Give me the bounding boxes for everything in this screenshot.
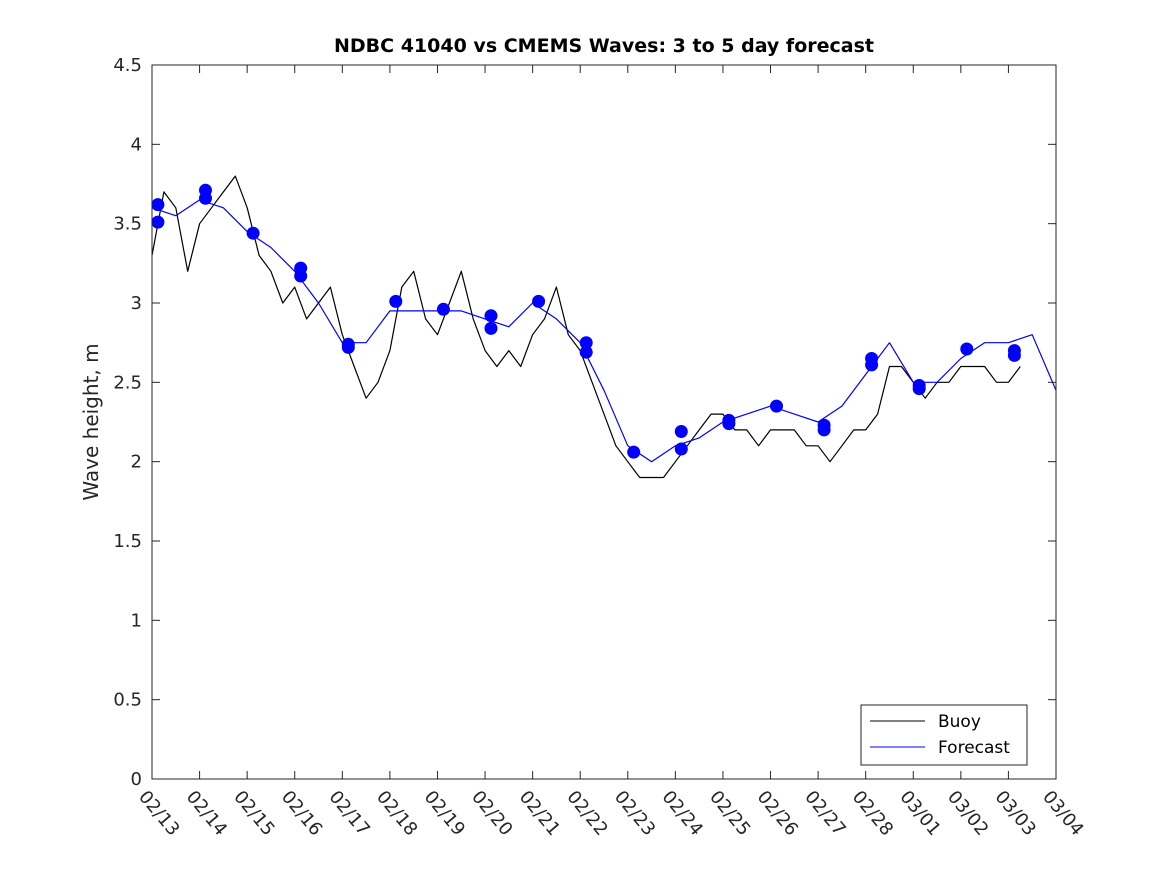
forecast-marker: [865, 358, 879, 372]
forecast-marker: [722, 417, 736, 431]
forecast-marker: [484, 321, 498, 335]
series-line-buoy: [151, 175, 1021, 479]
plot-frame: [151, 64, 1057, 780]
forecast-marker: [579, 345, 593, 359]
forecast-marker: [770, 399, 783, 413]
legend: Buoy Forecast: [860, 704, 1028, 766]
forecast-marker: [960, 342, 974, 356]
y-tick-label: 2: [131, 452, 142, 473]
y-axis-label: Wave height, m: [79, 343, 103, 500]
forecast-marker: [151, 215, 165, 229]
y-tick-label: 0: [131, 769, 142, 790]
y-tick-label: 1.5: [113, 531, 142, 552]
chart-title: NDBC 41040 vs CMEMS Waves: 3 to 5 day fo…: [334, 35, 874, 57]
legend-forecast-label: Forecast: [938, 738, 1010, 758]
forecast-marker: [817, 423, 831, 437]
forecast-marker: [151, 198, 165, 212]
forecast-marker: [389, 294, 403, 308]
forecast-marker: [912, 382, 926, 396]
y-tick-label: 4.5: [113, 55, 142, 76]
forecast-marker: [627, 445, 641, 459]
forecast-marker: [294, 269, 308, 283]
forecast-marker: [674, 442, 688, 456]
forecast-marker: [199, 191, 212, 205]
forecast-marker: [579, 336, 593, 350]
y-tick-label: 4: [131, 134, 142, 155]
legend-buoy-label: Buoy: [938, 712, 981, 732]
forecast-marker: [484, 309, 498, 323]
y-tick-label: 1: [131, 610, 142, 631]
forecast-marker: [436, 302, 450, 316]
y-tick-label: 2.5: [113, 372, 142, 393]
plot-area: [152, 65, 1056, 779]
y-tick-label: 3: [131, 293, 142, 314]
forecast-marker: [341, 340, 355, 354]
y-axis: 0 0.5 1 1.5 2 2.5 3 3.5 4 4.5: [113, 55, 1056, 790]
legend-box: [860, 704, 1028, 766]
y-tick-label: 0.5: [113, 690, 142, 711]
forecast-marker: [532, 294, 546, 308]
forecast-marker: [674, 425, 688, 438]
forecast-marker: [246, 226, 260, 240]
marker-layer: [151, 183, 1021, 459]
forecast-marker: [1007, 348, 1021, 362]
y-tick-label: 3.5: [113, 214, 142, 235]
